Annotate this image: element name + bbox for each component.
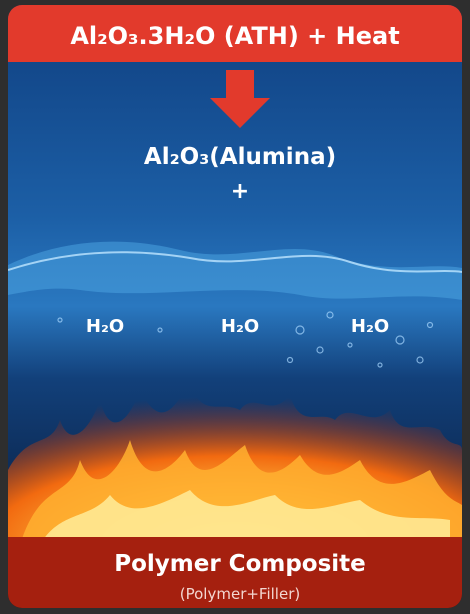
footer-title: Polymer Composite bbox=[114, 551, 366, 577]
footer-subtitle: (Polymer+Filler) bbox=[180, 585, 300, 603]
water-label: H₂O bbox=[86, 316, 124, 337]
page: {"header": {"title": "Al₂O₃.3H₂O (ATH) +… bbox=[0, 0, 470, 614]
product-label: Al₂O₃(Alumina) bbox=[144, 144, 336, 170]
water-label: H₂O bbox=[221, 316, 259, 337]
water-label: H₂O bbox=[351, 316, 389, 337]
plus-sign: + bbox=[231, 179, 249, 204]
card: Al₂O₃.3H₂O (ATH) + Heat Al₂O₃(Alumina) +… bbox=[8, 5, 462, 608]
header-title: Al₂O₃.3H₂O (ATH) + Heat bbox=[70, 22, 399, 50]
diagram: Al₂O₃.3H₂O (ATH) + Heat Al₂O₃(Alumina) +… bbox=[0, 0, 470, 614]
